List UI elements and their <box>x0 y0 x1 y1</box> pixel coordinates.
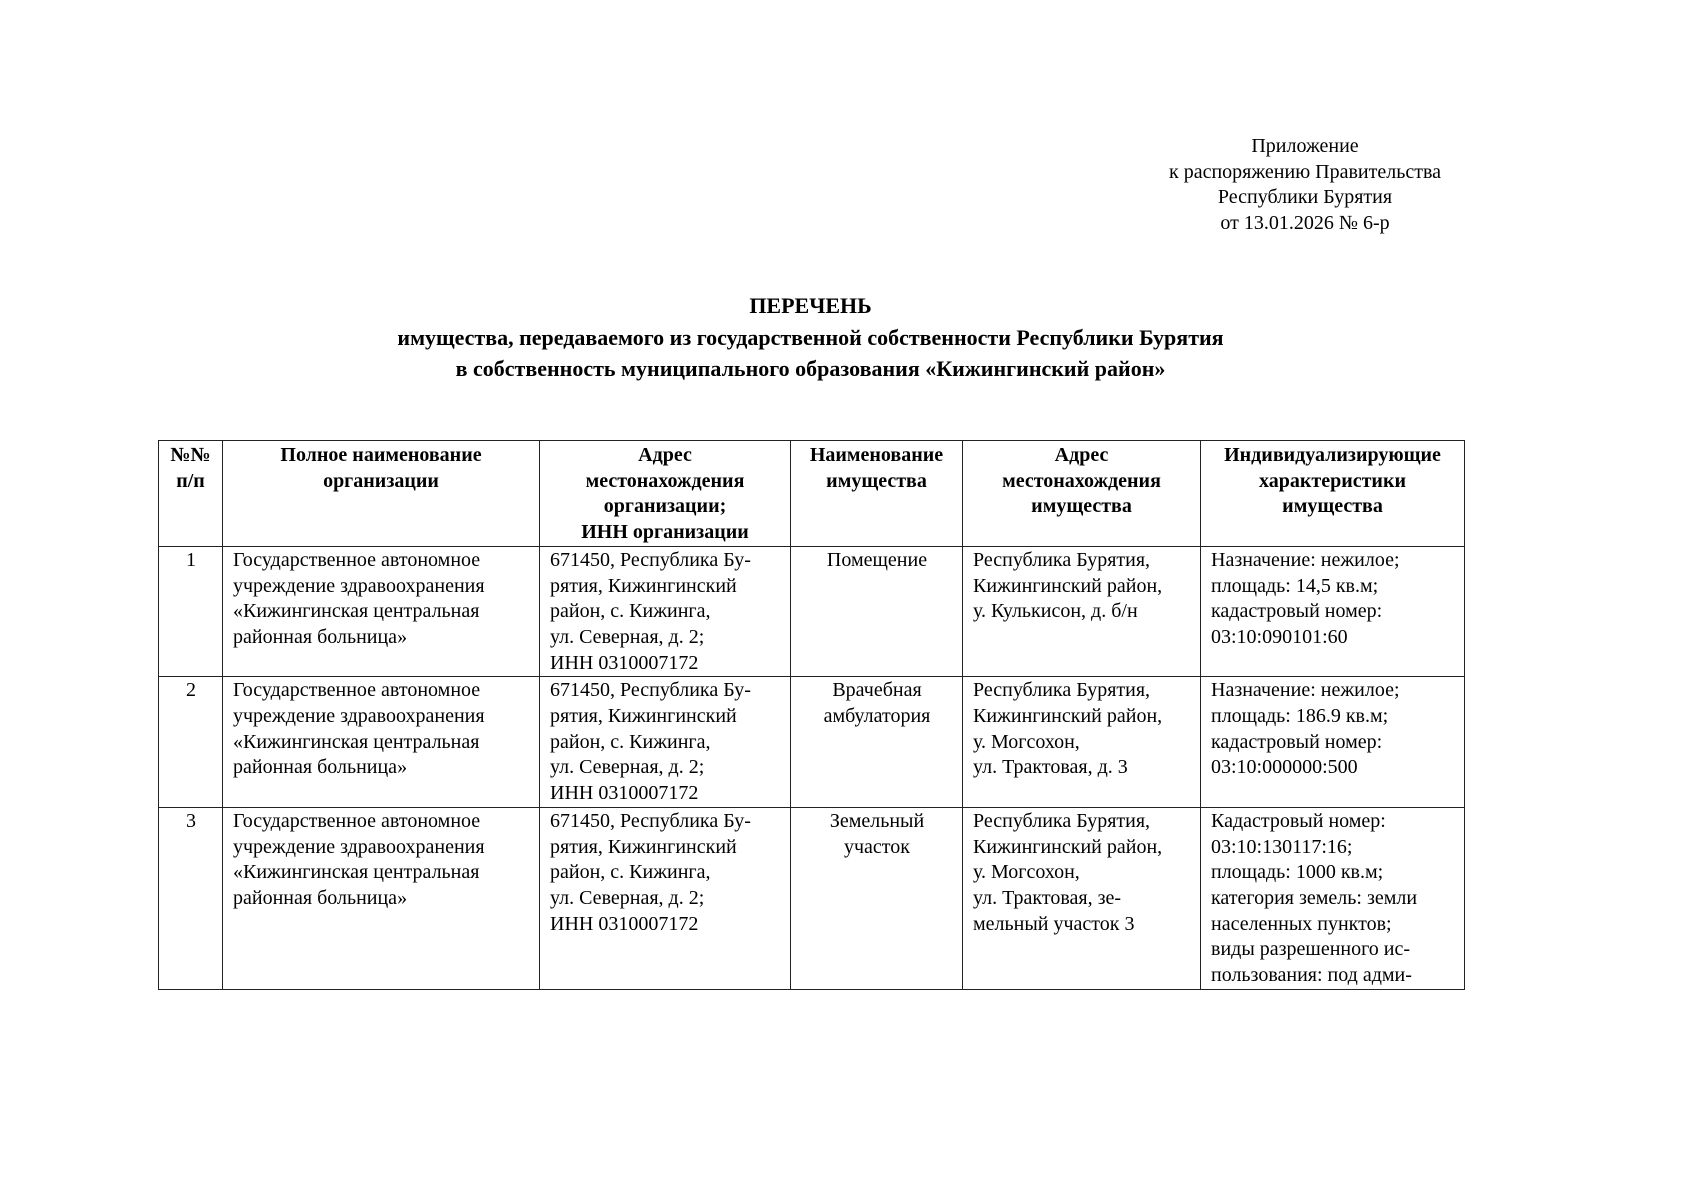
cell-org-address: 671450, Республика Бу- рятия, Кижингинск… <box>539 676 791 808</box>
header-characteristics: Индивидуализирующие характеристики имуще… <box>1200 440 1465 547</box>
property-table: №№ п/п Полное наименование организации А… <box>158 440 1465 990</box>
cell-property-address: Республика Бурятия, Кижингинский район, … <box>962 545 1201 678</box>
cell-characteristics: Кадастровый номер: 03:10:130117:16; площ… <box>1200 806 1465 990</box>
header-org-address: Адрес местонахождения организации; ИНН о… <box>539 440 791 547</box>
cell-number: 1 <box>158 545 223 678</box>
cell-org-name: Государственное автономное учреждение зд… <box>222 676 540 808</box>
cell-property-name: Врачебная амбулатория <box>790 676 963 808</box>
cell-property-name: Помещение <box>790 545 963 678</box>
cell-property-name: Земельный участок <box>790 806 963 990</box>
cell-property-address: Республика Бурятия, Кижингинский район, … <box>962 676 1201 808</box>
cell-number: 2 <box>158 676 223 808</box>
appendix-republic: Республики Бурятия <box>1217 186 1393 208</box>
cell-org-name: Государственное автономное учреждение зд… <box>222 545 540 678</box>
title-line-2: в собственность муниципального образован… <box>455 356 1166 381</box>
header-property-name: Наименование имущества <box>790 440 963 547</box>
document-title: ПЕРЕЧЕНЬ имущества, передаваемого из гос… <box>158 290 1463 385</box>
table-row: 3 Государственное автономное учреждение … <box>158 806 1465 990</box>
cell-org-address: 671450, Республика Бу- рятия, Кижингинск… <box>539 545 791 678</box>
table-row: 2 Государственное автономное учреждение … <box>158 676 1465 808</box>
header-number: №№ п/п <box>158 440 223 547</box>
cell-org-address: 671450, Республика Бу- рятия, Кижингинск… <box>539 806 791 990</box>
cell-characteristics: Назначение: нежилое; площадь: 14,5 кв.м;… <box>1200 545 1465 678</box>
table-header-row: №№ п/п Полное наименование организации А… <box>158 440 1465 547</box>
title-heading: ПЕРЕЧЕНЬ <box>749 293 872 318</box>
cell-number: 3 <box>158 806 223 990</box>
header-org-name: Полное наименование организации <box>222 440 540 547</box>
appendix-date-number: от 13.01.2026 № 6-р <box>1220 211 1390 234</box>
appendix-block: Приложение к распоряжению Правительства … <box>1150 134 1460 236</box>
appendix-label: Приложение <box>1251 135 1359 157</box>
cell-org-name: Государственное автономное учреждение зд… <box>222 806 540 990</box>
cell-characteristics: Назначение: нежилое; площадь: 186.9 кв.м… <box>1200 676 1465 808</box>
appendix-order-ref: к распоряжению Правительства <box>1168 160 1441 183</box>
title-line-1: имущества, передаваемого из государствен… <box>397 324 1224 350</box>
cell-property-address: Республика Бурятия, Кижингинский район, … <box>962 806 1201 990</box>
header-property-address: Адрес местонахождения имущества <box>962 440 1201 547</box>
table-row: 1 Государственное автономное учреждение … <box>158 545 1465 678</box>
